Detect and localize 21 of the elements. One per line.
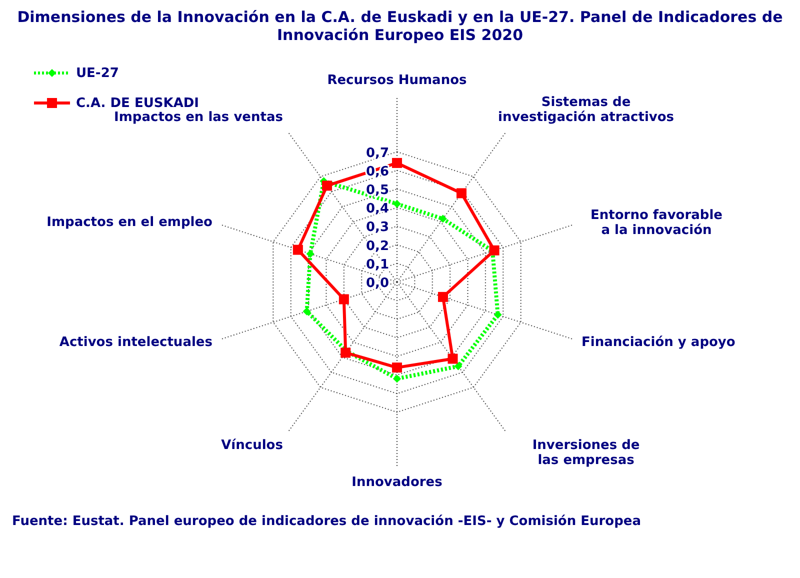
y-tick-label: 0,4 — [366, 202, 389, 217]
spoke-label: Innovadores — [352, 475, 443, 490]
spoke-label: Impactos en el empleo — [46, 215, 213, 230]
spoke-label: Sistemas de investigación atractivos — [498, 95, 674, 126]
y-tick-label: 0,1 — [366, 257, 389, 272]
y-tick-label: 0,3 — [366, 220, 389, 236]
spoke-label: Activos intelectuales — [59, 334, 213, 350]
spoke-label: Entorno favorable a la innovación — [590, 208, 723, 238]
spoke-label: Financiación y apoyo — [582, 334, 736, 350]
y-tick-label: 0,2 — [366, 238, 389, 254]
legend-label: C.A. DE EUSKADI — [76, 96, 200, 110]
spoke-label: Vínculos — [221, 438, 284, 453]
spoke-label: Inversiones de las empresas — [532, 438, 640, 468]
spoke-label: Impactos en las ventas — [114, 110, 284, 126]
y-tick-label: 0,0 — [366, 276, 389, 291]
chart-title: Dimensiones de la Innovación en la C.A. de Euskadi y en la UE-27. Panel de Indicadores de Innovación Europeo EIS 2020 — [16, 8, 784, 44]
legend-label: UE-27 — [76, 66, 119, 80]
spoke-label: Recursos Humanos — [327, 73, 468, 88]
y-tick-label: 0,7 — [366, 146, 389, 161]
source-note: Fuente: Eustat. Panel europeo de indicadores de innovación -EIS- y Comisión Europea — [12, 514, 641, 529]
y-tick-label: 0,5 — [366, 183, 389, 198]
